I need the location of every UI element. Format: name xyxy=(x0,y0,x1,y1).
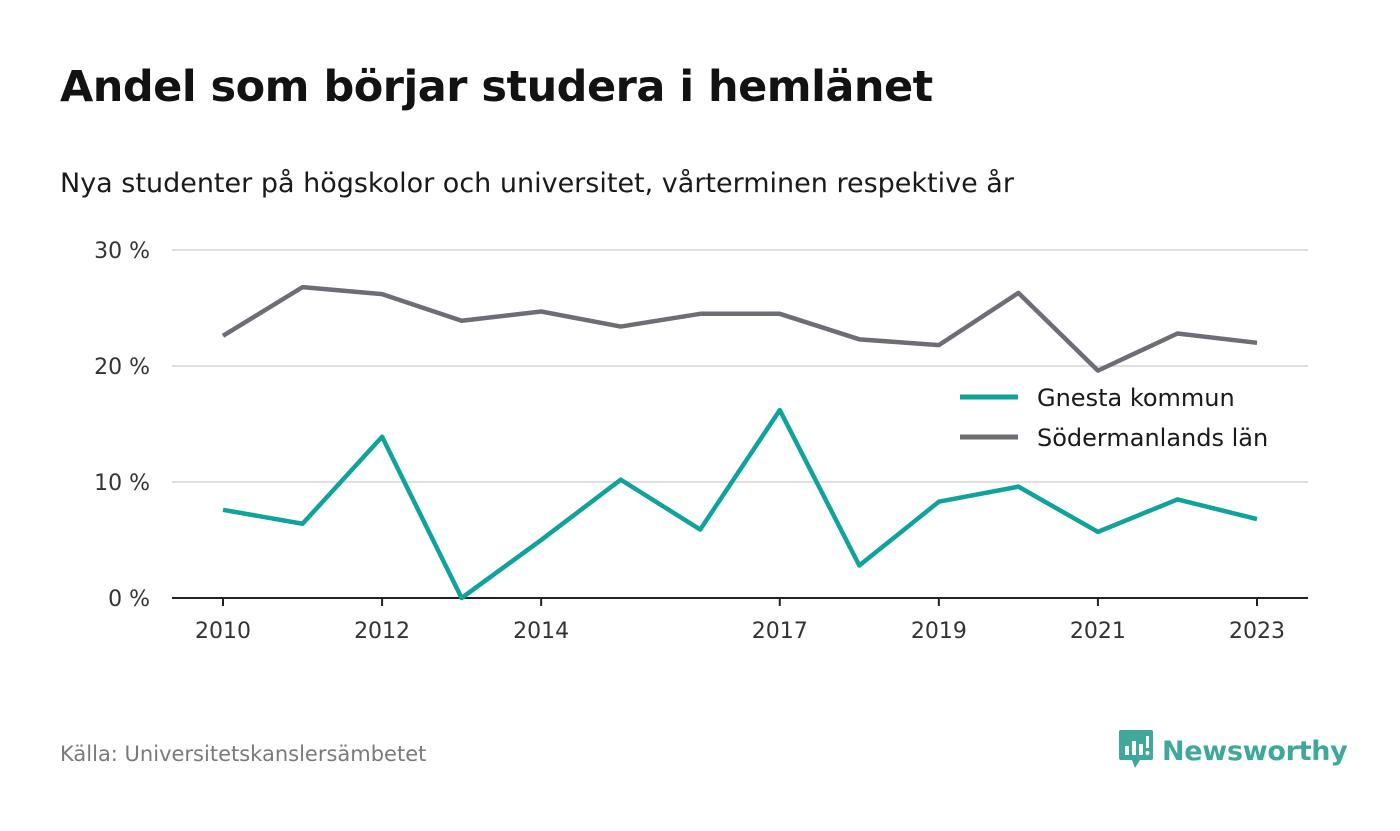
brand-name: Newsworthy xyxy=(1162,735,1348,767)
x-tick-label: 2021 xyxy=(1070,619,1126,644)
x-tick-label: 2017 xyxy=(752,619,808,644)
series-line-södermanlands-län xyxy=(221,284,1258,373)
y-tick-label: 30 % xyxy=(94,239,150,264)
x-tick-label: 2012 xyxy=(354,619,410,644)
y-tick-label: 20 % xyxy=(94,355,150,380)
x-tick-label: 2014 xyxy=(513,619,569,644)
gridlines xyxy=(172,249,1308,483)
chart-title: Andel som börjar studera i hemlänet xyxy=(60,62,933,112)
line-chart: 0 % 10 % 20 % 30 % 2010 2012 2014 2017 2019 2021 2… xyxy=(94,239,1308,644)
y-tick-label: 10 % xyxy=(94,471,150,496)
legend: Gnesta kommun Södermanlands län xyxy=(960,384,1268,452)
legend-label: Gnesta kommun xyxy=(1037,384,1235,412)
x-tick-label: 2023 xyxy=(1229,619,1285,644)
series-line-gnesta-kommun xyxy=(222,407,1258,601)
chart-subtitle: Nya studenter på högskolor och universit… xyxy=(60,168,1014,199)
brand-logo: Newsworthy xyxy=(1118,728,1348,774)
series-lines xyxy=(221,284,1258,601)
x-tick-label: 2019 xyxy=(911,619,967,644)
y-tick-label: 0 % xyxy=(108,587,150,612)
source-note: Källa: Universitetskanslersämbetet xyxy=(60,742,427,766)
axes: 0 % 10 % 20 % 30 % 2010 2012 2014 2017 2019 2021 2… xyxy=(94,239,1308,644)
x-tick-label: 2010 xyxy=(195,619,251,644)
newsworthy-logo-icon xyxy=(1118,728,1154,774)
legend-label: Södermanlands län xyxy=(1037,424,1268,452)
